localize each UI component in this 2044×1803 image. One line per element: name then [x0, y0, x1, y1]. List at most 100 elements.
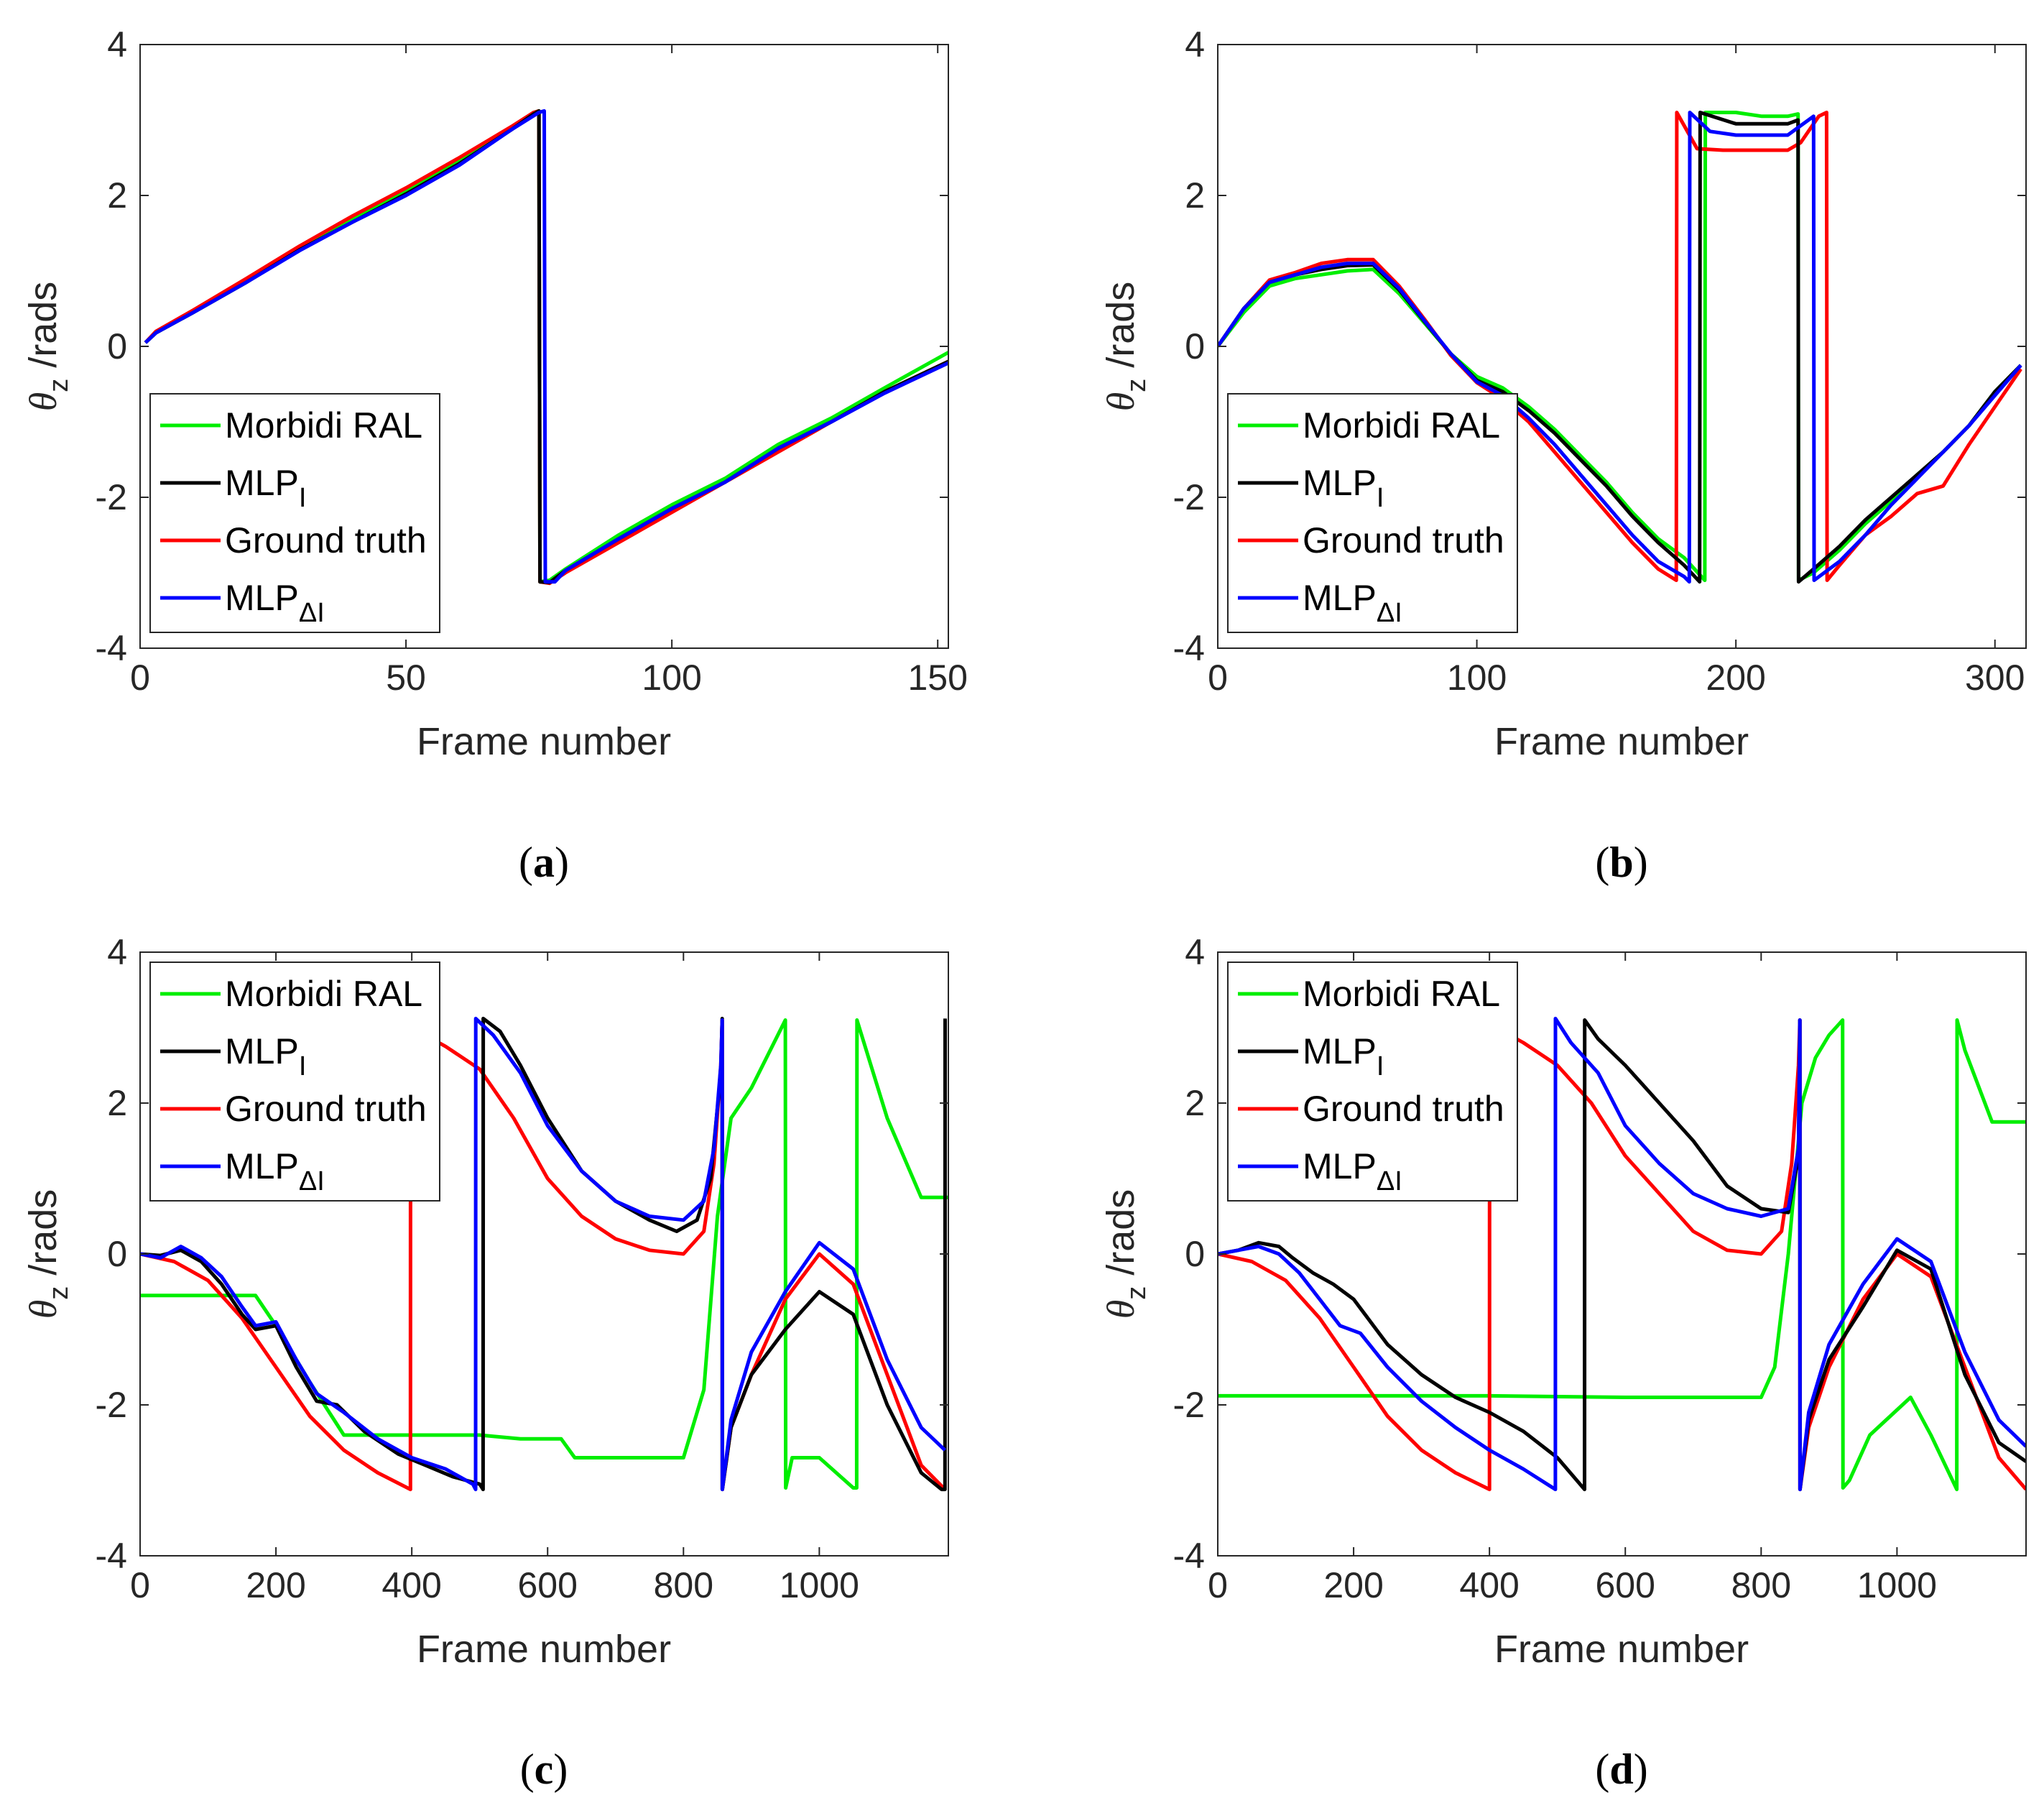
- panel-caption: (c): [520, 1746, 568, 1793]
- y-axis-label: θz /rads: [22, 282, 74, 412]
- x-tick-label: 300: [1965, 658, 2025, 698]
- legend-label: Ground truth: [1303, 1089, 1504, 1129]
- legend: Morbidi RAL MLPI Ground truth MLPΔI: [1227, 393, 1518, 633]
- y-tick-label: 2: [107, 175, 127, 216]
- series-line-ground-truth: [1218, 1018, 2026, 1492]
- panel-d: 0 200 400 600 800 1000 4 2 0 -2 -4 Frame number θz…: [1099, 932, 2027, 1793]
- y-tick-label: 2: [1185, 1083, 1205, 1123]
- y-tick-label: 4: [1185, 932, 1205, 972]
- x-axis-label: Frame number: [1494, 720, 1749, 763]
- y-axis-label: θz /rads: [22, 1189, 74, 1319]
- series-line-mlp-i: [1218, 1016, 2026, 1492]
- x-tick-label: 0: [130, 658, 150, 698]
- chart-series-lines: [1218, 1016, 2026, 1492]
- x-axis-label: Frame number: [417, 1628, 671, 1671]
- legend-label: MLPΔI: [225, 1146, 325, 1196]
- panel-caption: (d): [1595, 1746, 1647, 1793]
- y-tick-label: -2: [96, 477, 127, 517]
- y-tick-label: 0: [107, 326, 127, 366]
- series-line-morbidi-ral: [140, 1018, 948, 1490]
- legend-label: MLPI: [1303, 463, 1384, 513]
- y-axis-label: θz /rads: [1099, 1189, 1152, 1319]
- y-tick-label: -2: [96, 1385, 127, 1425]
- x-axis-label: Frame number: [417, 720, 671, 763]
- x-tick-label: 800: [1731, 1565, 1791, 1605]
- series-line-morbidi-ral: [1218, 111, 2022, 582]
- legend-label: Morbidi RAL: [225, 405, 422, 446]
- x-tick-label: 50: [386, 658, 426, 698]
- x-axis-label: Frame number: [1494, 1628, 1749, 1671]
- legend-label: MLPI: [1303, 1031, 1384, 1082]
- x-tick-label: 0: [130, 1565, 150, 1605]
- x-tick-label: 400: [381, 1565, 441, 1605]
- y-tick-label: -4: [1173, 1536, 1205, 1576]
- axis-ticks: 0 100 200 300 4 2 0 -2 -4: [1173, 24, 2026, 698]
- x-tick-label: 0: [1208, 1565, 1228, 1605]
- x-tick-label: 0: [1208, 658, 1228, 698]
- y-tick-label: -4: [96, 1536, 127, 1576]
- legend: Morbidi RAL MLPI Ground truth MLPΔI: [149, 393, 440, 633]
- y-tick-label: 4: [107, 24, 127, 65]
- axis-ticks: 0 200 400 600 800 1000 4 2 0 -2 -4: [1173, 932, 2026, 1605]
- legend-label: Morbidi RAL: [1303, 974, 1500, 1014]
- x-tick-label: 800: [654, 1565, 713, 1605]
- x-tick-label: 1000: [780, 1565, 859, 1605]
- x-tick-label: 200: [1706, 658, 1765, 698]
- y-tick-label: 2: [107, 1083, 127, 1123]
- panel-caption: (b): [1595, 839, 1647, 886]
- y-tick-label: 0: [107, 1234, 127, 1274]
- chart-series-lines: [140, 1016, 948, 1492]
- x-tick-label: 1000: [1857, 1565, 1937, 1605]
- series-line-mlp-i: [140, 1016, 947, 1492]
- panel-a: 0 50 100 150 4 2 0 -2 -4 Frame number θz /rads M…: [22, 24, 968, 886]
- x-tick-label: 100: [642, 658, 701, 698]
- y-tick-label: -4: [1173, 628, 1205, 668]
- x-tick-label: 200: [246, 1565, 305, 1605]
- y-tick-label: 2: [1185, 175, 1205, 216]
- legend-label: MLPI: [225, 1031, 306, 1082]
- y-tick-label: -2: [1173, 477, 1205, 517]
- chart-series-lines: [1218, 111, 2022, 584]
- y-tick-label: 0: [1185, 1234, 1205, 1274]
- series-line-mlpi: [1218, 1018, 2026, 1492]
- legend-label: MLPΔI: [1303, 1146, 1402, 1196]
- y-tick-label: 4: [107, 932, 127, 972]
- series-line-mlpi: [140, 1016, 947, 1492]
- series-line-mlp-i: [144, 109, 948, 584]
- legend-label: MLPI: [225, 463, 306, 513]
- y-tick-label: -2: [1173, 1385, 1205, 1425]
- x-tick-label: 150: [907, 658, 967, 698]
- x-tick-label: 400: [1459, 1565, 1519, 1605]
- legend: Morbidi RAL MLPI Ground truth MLPΔI: [1227, 962, 1518, 1202]
- legend-label: MLPΔI: [1303, 578, 1402, 628]
- series-line-ground-truth: [140, 1018, 947, 1492]
- legend-label: Ground truth: [225, 1089, 427, 1129]
- legend-box: [1227, 393, 1518, 633]
- x-tick-label: 600: [518, 1565, 578, 1605]
- series-line-mlp-i: [1218, 111, 2022, 584]
- axis-ticks: 0 50 100 150 4 2 0 -2 -4: [96, 24, 968, 698]
- legend-label: Morbidi RAL: [1303, 405, 1500, 446]
- y-tick-label: -4: [96, 628, 127, 668]
- x-tick-label: 600: [1596, 1565, 1655, 1605]
- legend-label: Ground truth: [225, 520, 427, 561]
- legend-label: Morbidi RAL: [225, 974, 422, 1014]
- x-tick-label: 100: [1447, 658, 1507, 698]
- legend-label: MLPΔI: [225, 578, 325, 628]
- y-tick-label: 0: [1185, 326, 1205, 366]
- x-tick-label: 200: [1323, 1565, 1383, 1605]
- legend: Morbidi RAL MLPI Ground truth MLPΔI: [149, 962, 440, 1202]
- axis-ticks: 0 200 400 600 800 1000 4 2 0 -2 -4: [96, 932, 948, 1605]
- panel-caption: (a): [519, 839, 569, 886]
- y-tick-label: 4: [1185, 24, 1205, 65]
- legend-box: [149, 962, 440, 1202]
- legend-label: Ground truth: [1303, 520, 1504, 561]
- panel-c: 0 200 400 600 800 1000 4 2 0 -2 -4 Frame number θz…: [22, 932, 949, 1793]
- y-axis-label: θz /rads: [1099, 282, 1152, 412]
- legend-box: [149, 393, 440, 633]
- series-line-morbidi-ral: [1218, 1018, 2026, 1492]
- chart-series-lines: [144, 109, 948, 586]
- legend-box: [1227, 962, 1518, 1202]
